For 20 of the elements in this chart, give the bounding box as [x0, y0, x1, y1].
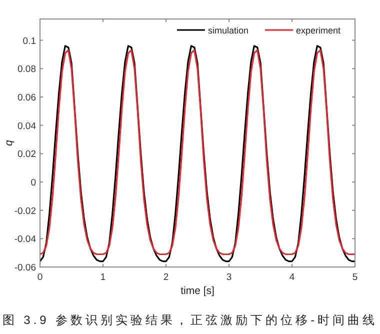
y-tick-label: 0.1	[22, 36, 36, 47]
x-tick-label: 3	[226, 272, 232, 283]
x-tick-label: 1	[100, 272, 106, 283]
y-tick-label: 0	[30, 177, 36, 188]
legend-label: simulation	[208, 26, 249, 36]
caption: 图 3.9 参数识别实验结果，正弦激励下的位移-时间曲线	[2, 313, 378, 327]
y-axis-title: q	[3, 140, 15, 146]
y-tick-label: 0.06	[18, 92, 36, 104]
x-tick-label: 5	[352, 272, 358, 283]
x-tick-label: 0	[37, 272, 43, 283]
legend-label: experiment	[296, 26, 342, 36]
x-tick-label: 4	[289, 272, 295, 283]
x-tick-label: 2	[163, 272, 169, 283]
y-tick-label: -0.02	[14, 206, 36, 217]
x-axis-title: time [s]	[180, 285, 214, 297]
y-tick-label: 0.04	[18, 120, 36, 132]
y-tick-label: 0.02	[18, 149, 36, 160]
y-tick-label: -0.04	[14, 234, 36, 246]
y-tick-label: -0.06	[14, 262, 36, 274]
y-tick-label: 0.08	[18, 64, 36, 76]
